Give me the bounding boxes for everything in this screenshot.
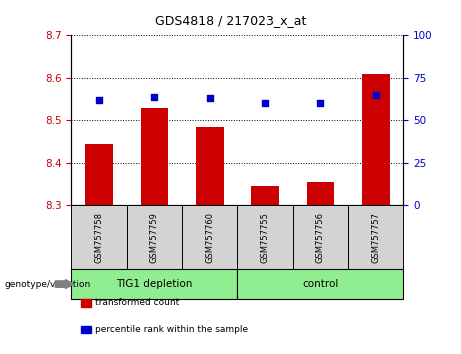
Point: [151, 94, 158, 99]
Bar: [85, 144, 113, 205]
Bar: [348, 205, 403, 269]
Point: [261, 101, 269, 106]
Bar: [251, 186, 279, 205]
Text: transformed count: transformed count: [95, 298, 179, 307]
Text: GSM757756: GSM757756: [316, 212, 325, 263]
Text: GSM757759: GSM757759: [150, 212, 159, 263]
Bar: [196, 127, 224, 205]
Bar: [237, 269, 403, 299]
Bar: [127, 205, 182, 269]
Text: genotype/variation: genotype/variation: [5, 280, 91, 289]
Text: control: control: [302, 279, 338, 289]
Point: [372, 92, 379, 98]
Bar: [307, 182, 334, 205]
Bar: [71, 269, 237, 299]
Text: GSM757760: GSM757760: [205, 212, 214, 263]
Bar: [237, 205, 293, 269]
Bar: [141, 108, 168, 205]
Text: GSM757758: GSM757758: [95, 212, 104, 263]
Bar: [362, 74, 390, 205]
Point: [317, 101, 324, 106]
Text: TIG1 depletion: TIG1 depletion: [116, 279, 193, 289]
Text: GSM757755: GSM757755: [260, 212, 270, 263]
Text: GDS4818 / 217023_x_at: GDS4818 / 217023_x_at: [155, 14, 306, 27]
Bar: [293, 205, 348, 269]
Bar: [182, 205, 237, 269]
Text: GSM757757: GSM757757: [371, 212, 380, 263]
Bar: [71, 205, 127, 269]
Point: [206, 96, 213, 101]
Text: percentile rank within the sample: percentile rank within the sample: [95, 325, 248, 334]
Point: [95, 97, 103, 103]
